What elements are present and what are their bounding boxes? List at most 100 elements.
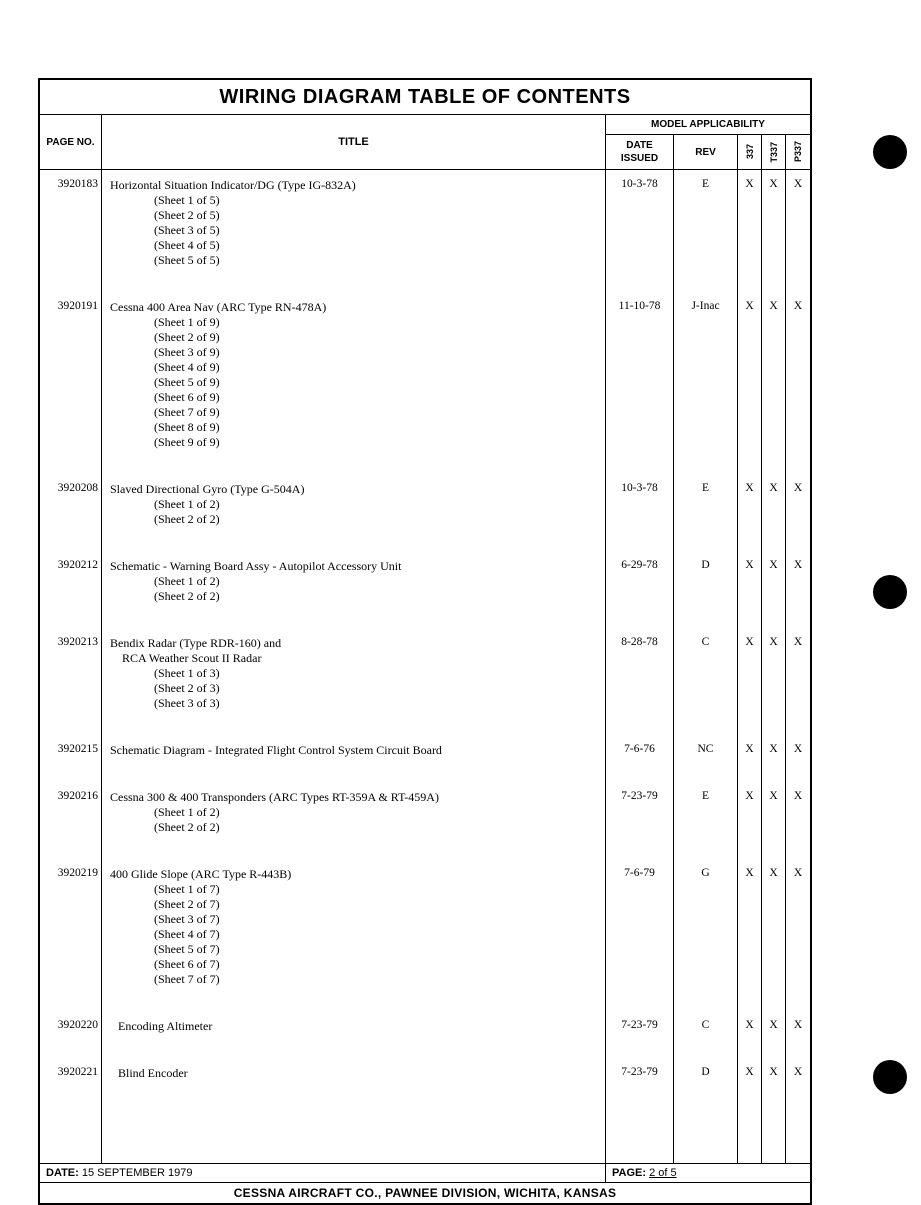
table-padding bbox=[102, 1105, 606, 1163]
entry-p337: X bbox=[786, 551, 810, 628]
entry-t337: X bbox=[762, 782, 786, 859]
sheet-line: (Sheet 2 of 2) bbox=[110, 512, 601, 527]
footer-date: DATE: 15 SEPTEMBER 1979 bbox=[40, 1164, 606, 1182]
entry-date: 8-28-78 bbox=[606, 628, 674, 735]
sheet-line: (Sheet 3 of 9) bbox=[110, 345, 601, 360]
sheet-line: (Sheet 8 of 9) bbox=[110, 420, 601, 435]
entry-date: 7-6-79 bbox=[606, 859, 674, 1011]
entry-rev: J-Inac bbox=[674, 292, 738, 474]
sheet-line: (Sheet 7 of 7) bbox=[110, 972, 601, 987]
entry-t337: X bbox=[762, 859, 786, 1011]
sheet-line: (Sheet 2 of 2) bbox=[110, 820, 601, 835]
sheet-line: (Sheet 6 of 9) bbox=[110, 390, 601, 405]
col-header-337: 337 bbox=[738, 135, 762, 169]
entry-title: 400 Glide Slope (ARC Type R-443B)(Sheet … bbox=[102, 859, 606, 1011]
entry-pageno: 3920183 bbox=[40, 170, 102, 292]
entry-pageno: 3920212 bbox=[40, 551, 102, 628]
sheet-line: (Sheet 3 of 5) bbox=[110, 223, 601, 238]
entry-date: 10-3-78 bbox=[606, 170, 674, 292]
entry-p337: X bbox=[786, 170, 810, 292]
entry-rev: NC bbox=[674, 735, 738, 782]
entry-date: 6-29-78 bbox=[606, 551, 674, 628]
sheet-line: (Sheet 4 of 7) bbox=[110, 927, 601, 942]
col-header-t337: T337 bbox=[762, 135, 786, 169]
sheet-line: (Sheet 4 of 9) bbox=[110, 360, 601, 375]
company-line: CESSNA AIRCRAFT CO., PAWNEE DIVISION, WI… bbox=[40, 1182, 810, 1203]
entry-pageno: 3920219 bbox=[40, 859, 102, 1011]
entry-337: X bbox=[738, 1058, 762, 1105]
entry-date: 10-3-78 bbox=[606, 474, 674, 551]
col-header-pageno: PAGE NO. bbox=[40, 115, 102, 169]
entry-title: Schematic - Warning Board Assy - Autopil… bbox=[102, 551, 606, 628]
entry-pageno: 3920216 bbox=[40, 782, 102, 859]
entry-337: X bbox=[738, 782, 762, 859]
sheet-line: (Sheet 2 of 3) bbox=[110, 681, 601, 696]
entry-pageno: 3920221 bbox=[40, 1058, 102, 1105]
col-header-p337: P337 bbox=[786, 135, 810, 169]
entry-337: X bbox=[738, 628, 762, 735]
entry-title: Cessna 400 Area Nav (ARC Type RN-478A)(S… bbox=[102, 292, 606, 474]
entry-t337: X bbox=[762, 292, 786, 474]
sheet-line: (Sheet 3 of 3) bbox=[110, 696, 601, 711]
entry-337: X bbox=[738, 170, 762, 292]
table-padding bbox=[40, 1105, 102, 1163]
sheet-line: (Sheet 5 of 9) bbox=[110, 375, 601, 390]
sheet-line: (Sheet 6 of 7) bbox=[110, 957, 601, 972]
entry-pageno: 3920208 bbox=[40, 474, 102, 551]
entry-title: Cessna 300 & 400 Transponders (ARC Types… bbox=[102, 782, 606, 859]
entry-p337: X bbox=[786, 292, 810, 474]
entry-title: Encoding Altimeter bbox=[102, 1011, 606, 1058]
entry-t337: X bbox=[762, 551, 786, 628]
sheet-line: (Sheet 5 of 7) bbox=[110, 942, 601, 957]
entry-p337: X bbox=[786, 782, 810, 859]
entry-pageno: 3920220 bbox=[40, 1011, 102, 1058]
entry-title: Schematic Diagram - Integrated Flight Co… bbox=[102, 735, 606, 782]
sheet-line: (Sheet 1 of 7) bbox=[110, 882, 601, 897]
entry-title: Slaved Directional Gyro (Type G-504A)(Sh… bbox=[102, 474, 606, 551]
entry-title: Horizontal Situation Indicator/DG (Type … bbox=[102, 170, 606, 292]
sheet-line: (Sheet 7 of 9) bbox=[110, 405, 601, 420]
sheet-line: (Sheet 1 of 2) bbox=[110, 497, 601, 512]
sheet-line: (Sheet 1 of 3) bbox=[110, 666, 601, 681]
table-padding bbox=[674, 1105, 738, 1163]
entry-337: X bbox=[738, 735, 762, 782]
entry-rev: D bbox=[674, 1058, 738, 1105]
entry-date: 7-23-79 bbox=[606, 1011, 674, 1058]
punch-hole bbox=[873, 575, 907, 609]
sheet-line: (Sheet 5 of 5) bbox=[110, 253, 601, 268]
sheet-line: (Sheet 1 of 2) bbox=[110, 805, 601, 820]
document-page: WIRING DIAGRAM TABLE OF CONTENTS PAGE NO… bbox=[38, 78, 812, 1205]
entry-rev: E bbox=[674, 170, 738, 292]
punch-hole bbox=[873, 135, 907, 169]
entry-t337: X bbox=[762, 735, 786, 782]
entry-rev: C bbox=[674, 1011, 738, 1058]
col-header-title: TITLE bbox=[102, 115, 606, 169]
entry-date: 7-6-76 bbox=[606, 735, 674, 782]
table-padding bbox=[762, 1105, 786, 1163]
table-header: PAGE NO. TITLE MODEL APPLICABILITY DATE … bbox=[40, 115, 810, 170]
entry-date: 7-23-79 bbox=[606, 782, 674, 859]
entry-title: Bendix Radar (Type RDR-160) andRCA Weath… bbox=[102, 628, 606, 735]
entry-t337: X bbox=[762, 1011, 786, 1058]
entry-p337: X bbox=[786, 628, 810, 735]
entry-337: X bbox=[738, 292, 762, 474]
entry-337: X bbox=[738, 859, 762, 1011]
sheet-line: (Sheet 1 of 5) bbox=[110, 193, 601, 208]
entry-date: 7-23-79 bbox=[606, 1058, 674, 1105]
footer-page: PAGE: 2 of 5 bbox=[606, 1164, 810, 1182]
sheet-line: (Sheet 3 of 7) bbox=[110, 912, 601, 927]
entry-rev: G bbox=[674, 859, 738, 1011]
table-padding bbox=[606, 1105, 674, 1163]
entry-rev: E bbox=[674, 782, 738, 859]
col-header-date: DATE ISSUED bbox=[606, 135, 674, 169]
table-padding bbox=[738, 1105, 762, 1163]
sheet-line: (Sheet 9 of 9) bbox=[110, 435, 601, 450]
sheet-line: (Sheet 1 of 2) bbox=[110, 574, 601, 589]
punch-hole bbox=[873, 1060, 907, 1094]
page-title: WIRING DIAGRAM TABLE OF CONTENTS bbox=[40, 80, 810, 115]
sheet-line: (Sheet 2 of 2) bbox=[110, 589, 601, 604]
sheet-line: (Sheet 2 of 7) bbox=[110, 897, 601, 912]
entry-337: X bbox=[738, 474, 762, 551]
entry-p337: X bbox=[786, 1011, 810, 1058]
entry-rev: E bbox=[674, 474, 738, 551]
